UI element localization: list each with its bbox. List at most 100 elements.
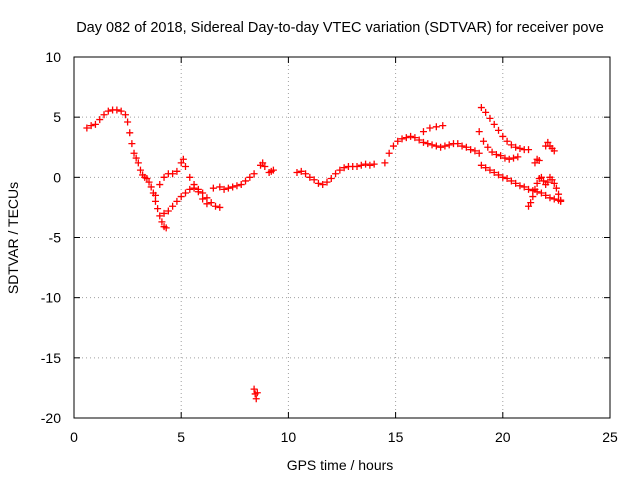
series-seg-f [250, 385, 261, 403]
y-tick-label: 10 [45, 49, 61, 65]
data-point [495, 126, 503, 134]
data-point [158, 218, 166, 226]
data-point [486, 166, 494, 174]
data-point [160, 173, 168, 181]
data-point [398, 135, 406, 143]
data-point [237, 181, 245, 189]
data-point [246, 173, 254, 181]
data-point [302, 170, 310, 178]
data-point [209, 184, 217, 192]
series-seg-l [475, 128, 522, 163]
data-point [160, 209, 168, 217]
data-point [525, 146, 533, 154]
data-point [482, 108, 490, 116]
data-point [212, 202, 220, 210]
x-tick-label: 0 [70, 429, 78, 445]
data-point [437, 143, 445, 151]
chart-title: Day 082 of 2018, Sidereal Day-to-day VTE… [76, 20, 604, 36]
data-point [516, 182, 524, 190]
data-point [471, 147, 479, 155]
data-point [252, 395, 260, 403]
data-point [548, 176, 556, 184]
x-tick-label: 5 [177, 429, 185, 445]
data-point [533, 179, 541, 187]
series-seg-g [293, 160, 378, 189]
data-point [177, 159, 185, 167]
data-point [156, 212, 164, 220]
data-point [186, 185, 194, 193]
data-point [495, 171, 503, 179]
data-point [550, 195, 558, 203]
x-tick-label: 25 [602, 429, 618, 445]
data-point [121, 111, 129, 119]
data-point [501, 154, 509, 162]
y-axis-label: SDTVAR / TECUs [5, 182, 21, 294]
data-point [499, 173, 507, 181]
series-seg-n [531, 138, 558, 167]
data-point [261, 163, 269, 171]
data-point [480, 137, 488, 145]
data-point [419, 128, 427, 136]
data-point [353, 163, 361, 171]
data-point [314, 179, 322, 187]
data-points [83, 104, 565, 403]
data-point [327, 175, 335, 183]
data-point [516, 144, 524, 152]
data-point [126, 129, 134, 137]
data-point [544, 178, 552, 186]
data-point [527, 199, 535, 207]
data-point [544, 138, 552, 146]
data-point [507, 141, 515, 149]
data-point [477, 104, 485, 112]
data-point [233, 182, 241, 190]
data-point [499, 132, 507, 140]
data-point [151, 197, 159, 205]
data-point [381, 159, 389, 167]
data-point [207, 199, 215, 207]
series-seg-k [477, 161, 565, 205]
data-point [151, 191, 159, 199]
data-point [147, 183, 155, 191]
data-point [492, 150, 500, 158]
data-point [130, 149, 138, 157]
data-point [542, 191, 550, 199]
data-point [394, 137, 402, 145]
data-point [525, 202, 533, 210]
data-point [514, 153, 522, 161]
data-point [366, 161, 374, 169]
x-tick-label: 15 [388, 429, 404, 445]
data-point [269, 166, 277, 174]
y-tick-label: -15 [41, 350, 61, 366]
data-point [224, 184, 232, 192]
data-point [87, 122, 95, 130]
data-point [104, 107, 112, 115]
data-point [310, 176, 318, 184]
y-tick-label: 0 [53, 169, 61, 185]
data-point [531, 185, 539, 193]
data-point [497, 152, 505, 160]
data-point [512, 143, 520, 151]
data-point [83, 124, 91, 132]
data-point [550, 179, 558, 187]
data-point [520, 183, 528, 191]
data-point [173, 197, 181, 205]
data-point [156, 181, 164, 189]
data-point [229, 183, 237, 191]
data-point [432, 123, 440, 131]
data-point [426, 124, 434, 132]
data-point [91, 120, 99, 128]
data-point [186, 173, 194, 181]
data-point [419, 138, 427, 146]
data-point [134, 159, 142, 167]
data-point [432, 142, 440, 150]
data-point [145, 178, 153, 186]
data-point [169, 202, 177, 210]
data-point [439, 122, 447, 130]
data-point [389, 142, 397, 150]
x-axis-label: GPS time / hours [287, 457, 394, 473]
data-point [484, 143, 492, 151]
data-point [128, 140, 136, 148]
data-point [441, 142, 449, 150]
data-point [537, 173, 545, 181]
